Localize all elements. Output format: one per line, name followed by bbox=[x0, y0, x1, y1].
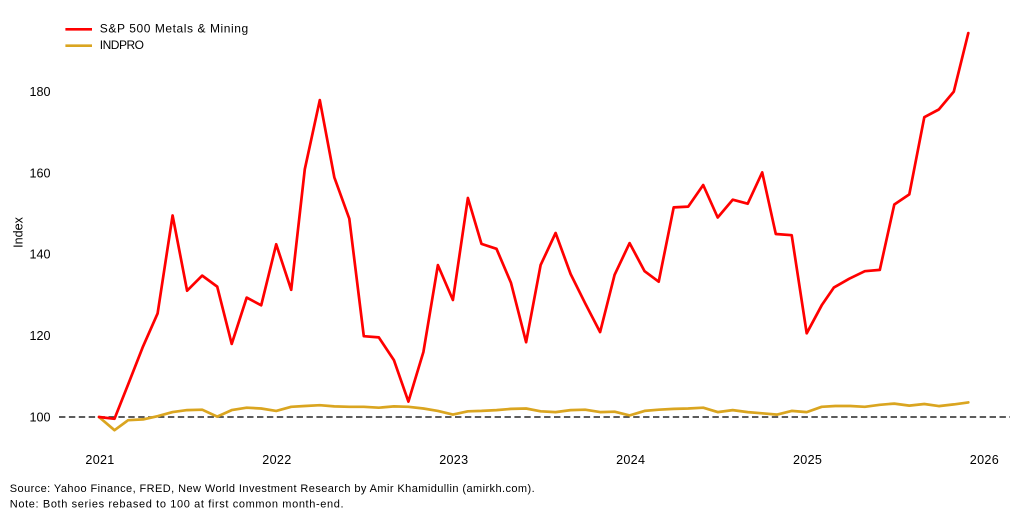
svg-text:2022: 2022 bbox=[262, 453, 291, 467]
svg-text:Note: Both series rebased to 1: Note: Both series rebased to 100 at firs… bbox=[10, 499, 344, 511]
svg-text:2025: 2025 bbox=[793, 453, 822, 467]
svg-text:2024: 2024 bbox=[616, 453, 645, 467]
svg-text:Index: Index bbox=[12, 216, 26, 248]
svg-text:Source: Yahoo Finance, FRED, N: Source: Yahoo Finance, FRED, New World I… bbox=[10, 483, 535, 495]
svg-text:180: 180 bbox=[29, 85, 50, 99]
svg-text:160: 160 bbox=[29, 166, 50, 180]
svg-text:2026: 2026 bbox=[970, 453, 999, 467]
svg-text:140: 140 bbox=[29, 248, 50, 262]
svg-text:100: 100 bbox=[29, 411, 50, 425]
svg-text:S&P 500 Metals & Mining: S&P 500 Metals & Mining bbox=[100, 22, 249, 36]
svg-text:2023: 2023 bbox=[439, 453, 468, 467]
svg-text:2021: 2021 bbox=[85, 453, 114, 467]
svg-text:INDPRO: INDPRO bbox=[100, 38, 144, 52]
svg-text:120: 120 bbox=[29, 329, 50, 343]
